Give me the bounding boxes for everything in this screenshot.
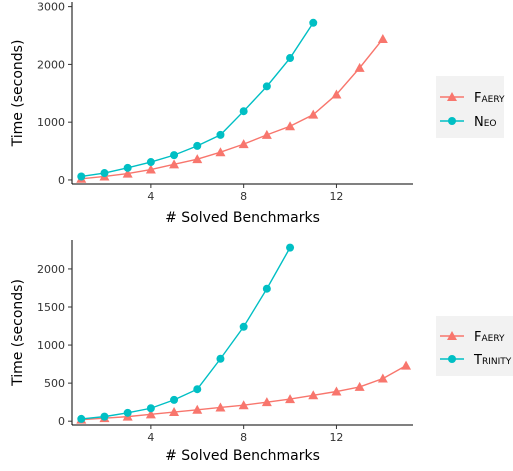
- data-point-faery: [308, 109, 319, 119]
- data-point-faery: [238, 400, 249, 410]
- data-point-faery: [145, 164, 156, 174]
- legend-label-faery: Faery: [474, 91, 505, 106]
- data-point-faery: [377, 373, 388, 383]
- y-tick-label: 1000: [37, 116, 65, 129]
- series-line-neo: [81, 22, 314, 178]
- data-point-trinity: [239, 322, 248, 331]
- data-point-neo: [193, 141, 202, 150]
- data-point-trinity: [100, 412, 109, 421]
- data-point-faery: [285, 121, 296, 131]
- x-tick-label: 12: [329, 431, 343, 444]
- y-tick-label: 0: [58, 174, 65, 187]
- legend-key-marker-neo: [448, 117, 456, 125]
- y-tick-label: 500: [44, 377, 65, 390]
- data-point-trinity: [286, 243, 295, 252]
- data-point-neo: [100, 169, 109, 178]
- x-axis-title: # Solved Benchmarks: [165, 210, 320, 226]
- data-point-faery: [331, 89, 342, 99]
- data-point-faery: [261, 397, 272, 407]
- x-tick-label: 4: [147, 431, 154, 444]
- data-point-trinity: [216, 354, 225, 363]
- x-tick-label: 8: [240, 190, 247, 203]
- data-point-trinity: [146, 404, 155, 413]
- data-point-neo: [262, 82, 271, 91]
- data-point-faery: [122, 168, 133, 178]
- data-point-faery: [169, 407, 180, 417]
- x-axis-title: # Solved Benchmarks: [165, 448, 320, 464]
- data-point-neo: [170, 151, 179, 160]
- legend-label-trinity: Trinity: [473, 353, 512, 368]
- y-axis-title: Time (seconds): [10, 40, 26, 148]
- data-point-trinity: [123, 408, 132, 417]
- data-point-faery: [192, 154, 203, 164]
- legend-key-marker-faery: [447, 92, 457, 101]
- data-point-neo: [146, 158, 155, 167]
- y-tick-label: 3000: [37, 1, 65, 14]
- series-line-trinity: [81, 247, 291, 420]
- data-point-trinity: [77, 414, 86, 423]
- data-point-faery: [261, 129, 272, 139]
- x-tick-label: 8: [240, 431, 247, 444]
- x-tick-label: 12: [329, 190, 343, 203]
- data-point-faery: [169, 159, 180, 169]
- legend-label-neo: Neo: [474, 115, 497, 130]
- y-tick-label: 2000: [37, 263, 65, 276]
- series-line-faery: [81, 38, 384, 180]
- y-tick-label: 1000: [37, 339, 65, 352]
- data-point-faery: [308, 390, 319, 400]
- data-point-trinity: [193, 385, 202, 394]
- y-tick-label: 2000: [37, 58, 65, 71]
- y-axis-title: Time (seconds): [10, 279, 26, 387]
- data-point-trinity: [262, 284, 271, 293]
- data-point-faery: [215, 402, 226, 412]
- data-point-neo: [123, 163, 132, 172]
- y-tick-label: 1500: [37, 301, 65, 314]
- legend-key-marker-faery: [447, 331, 457, 340]
- legend-box: [436, 76, 504, 138]
- legend-label-faery: Faery: [474, 330, 505, 345]
- data-point-faery: [238, 139, 249, 149]
- data-point-faery: [354, 62, 365, 72]
- legend-key-marker-trinity: [448, 355, 456, 363]
- x-tick-label: 4: [147, 190, 154, 203]
- data-point-neo: [286, 54, 295, 63]
- data-point-faery: [285, 394, 296, 404]
- data-point-faery: [145, 409, 156, 419]
- data-point-faery: [215, 147, 226, 157]
- y-tick-label: 0: [58, 415, 65, 428]
- data-point-faery: [401, 360, 412, 370]
- data-point-neo: [309, 18, 318, 27]
- data-point-faery: [192, 404, 203, 414]
- data-point-faery: [331, 386, 342, 396]
- legend-box: [436, 316, 513, 376]
- data-point-neo: [239, 107, 248, 116]
- data-point-neo: [77, 172, 86, 181]
- data-point-trinity: [170, 395, 179, 404]
- data-point-neo: [216, 130, 225, 139]
- data-point-faery: [354, 381, 365, 391]
- data-point-faery: [377, 33, 388, 43]
